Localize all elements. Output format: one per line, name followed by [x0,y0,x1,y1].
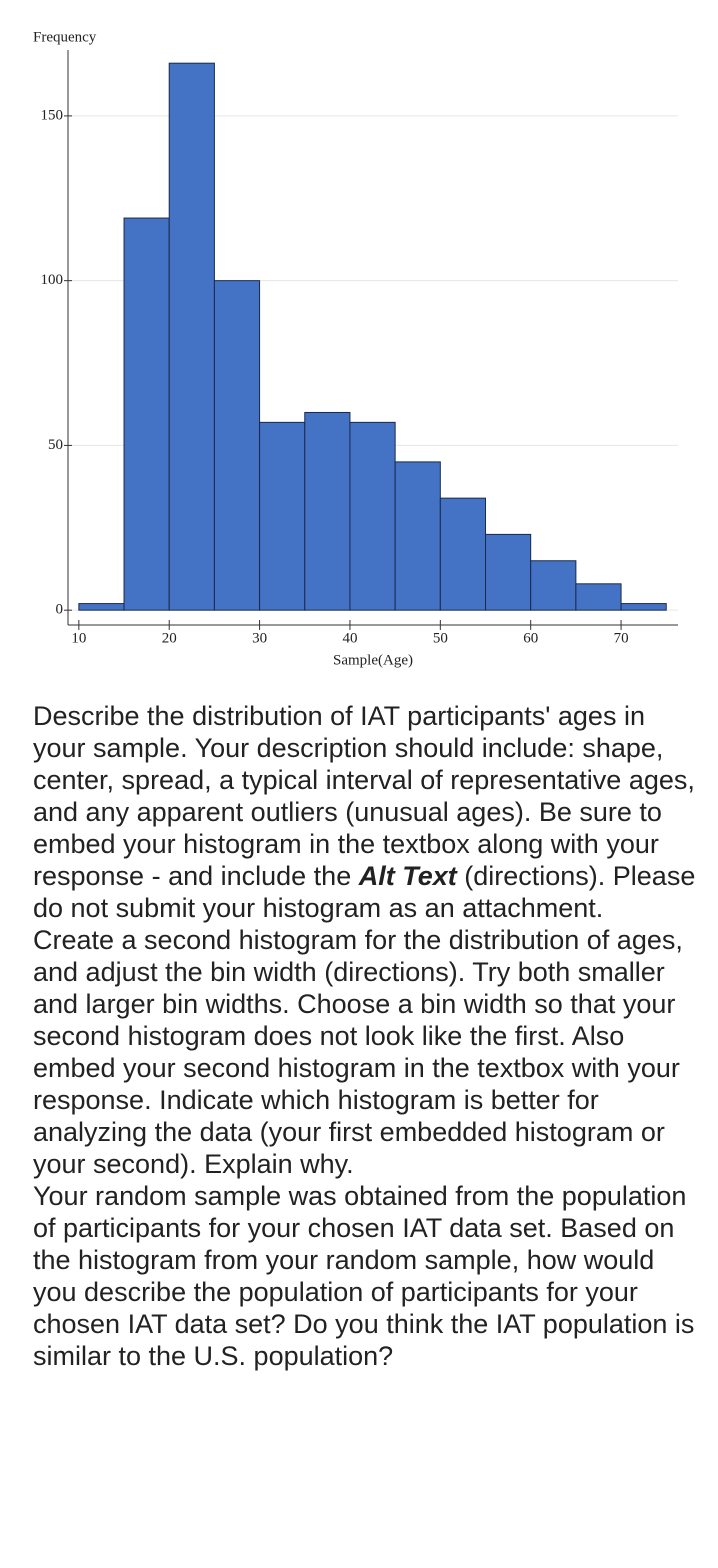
bar [530,560,577,611]
bar [213,280,261,611]
bar [620,603,667,611]
x-tick-label: 40 [342,630,357,646]
text: Describe the distribution of IAT partici… [33,701,695,891]
y-tick-label: 50 [48,437,63,453]
question-text: Describe the distribution of IAT partici… [33,700,698,1372]
chart: Frequency Sample(Age) 0 50 100 150 10 20 30 40 5… [33,29,678,668]
y-tick-label: 100 [41,272,64,288]
text: (directions). Please do not submit your … [33,861,696,923]
bar [78,603,125,611]
x-axis-label: Sample(Age) [333,652,413,668]
bold-text: Alt Text [358,861,457,891]
x-tick-label: 70 [614,630,629,646]
bar [394,461,441,611]
y-tick-label: 0 [56,602,64,618]
paragraph: Create a second histogram for the distri… [33,925,683,1179]
y-tick-label: 150 [41,107,64,123]
bar [575,583,622,611]
paragraph: Your random sample was obtained from the… [33,1181,695,1371]
x-tick-label: 50 [433,630,448,646]
x-tick-label: 20 [162,630,177,646]
bar [123,217,170,611]
y-axis-label: Frequency [33,29,97,45]
bar [304,411,351,611]
bar [349,421,396,611]
x-tick-label: 60 [523,630,538,646]
bar [259,421,306,611]
bar [168,62,215,611]
paragraph: Describe the distribution of IAT partici… [33,700,698,924]
bar [439,497,487,611]
x-tick-label: 30 [252,630,267,646]
bar [485,533,532,611]
x-tick-label: 10 [71,630,86,646]
